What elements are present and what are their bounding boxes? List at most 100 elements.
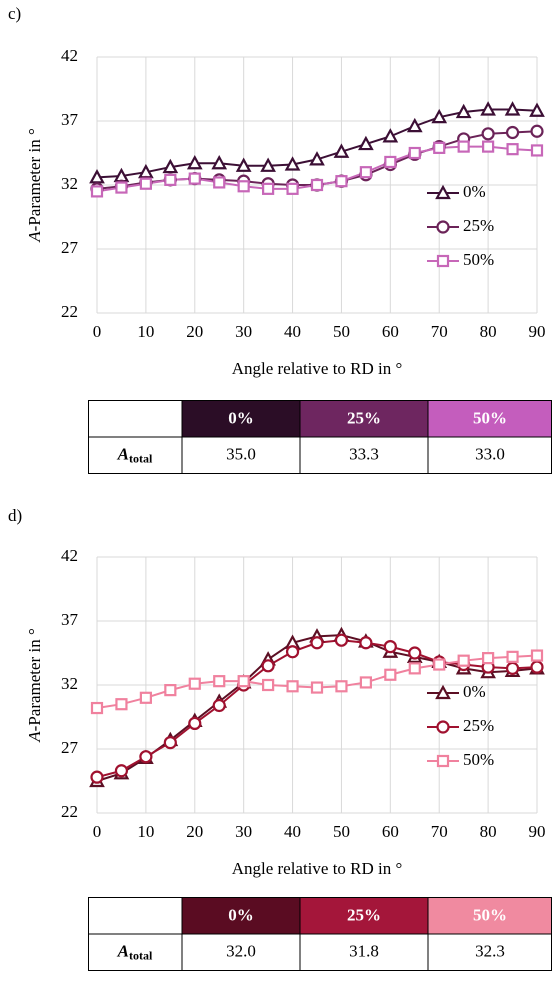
legend-label: 25% [463, 716, 494, 735]
marker [188, 716, 202, 731]
legend-marker [435, 684, 451, 700]
row-label-main: A [117, 941, 129, 960]
table-row-label: Atotal [117, 941, 153, 962]
legend-label: 0% [463, 182, 486, 201]
table-header: 25% [347, 905, 381, 924]
marker [115, 698, 128, 711]
marker [482, 140, 495, 153]
table-header-cell [300, 897, 428, 934]
row-label-sub: total [129, 451, 153, 465]
marker [482, 652, 495, 665]
y-axis-label-text: -Parameter in ° [25, 128, 44, 231]
y-axis-label: A-Parameter in ° [25, 128, 44, 242]
marker [310, 178, 324, 192]
table-header: 0% [228, 408, 254, 427]
marker [113, 167, 130, 183]
marker [529, 102, 545, 117]
x-tick-label: 50 [333, 822, 350, 841]
marker [310, 636, 324, 650]
x-tick-label: 20 [186, 822, 203, 841]
marker [262, 678, 275, 692]
marker [213, 675, 226, 688]
x-tick-label: 70 [431, 322, 448, 341]
table-header-cell [300, 400, 428, 437]
marker [384, 668, 397, 681]
y-tick-label: 32 [61, 674, 78, 693]
x-tick-label: 80 [480, 822, 497, 841]
x-tick-label: 70 [431, 822, 448, 841]
marker [286, 182, 299, 195]
marker [188, 172, 201, 185]
legend-marker [435, 184, 451, 200]
marker [457, 654, 470, 667]
x-tick-label: 80 [480, 322, 497, 341]
y-tick-label: 27 [61, 738, 79, 757]
table-header-cell [182, 400, 300, 437]
marker [504, 101, 521, 116]
table-header: 0% [228, 905, 254, 924]
marker [211, 154, 228, 170]
legend-marker [436, 254, 450, 268]
marker [505, 661, 520, 675]
marker [359, 636, 373, 650]
marker [358, 135, 374, 151]
marker [530, 144, 544, 157]
marker [163, 735, 177, 750]
y-tick-label: 22 [61, 302, 78, 321]
marker [455, 103, 472, 119]
table-header: 25% [347, 408, 381, 427]
x-tick-label: 90 [529, 822, 546, 841]
marker [237, 675, 250, 688]
marker [90, 770, 104, 784]
marker [115, 181, 128, 194]
table-header: 50% [473, 905, 507, 924]
table-row-label: Atotal [117, 444, 153, 465]
marker [186, 154, 203, 170]
marker [235, 157, 252, 172]
marker [139, 691, 152, 704]
x-tick-label: 30 [235, 822, 252, 841]
marker [530, 649, 544, 662]
marker [433, 658, 446, 671]
marker [139, 177, 152, 190]
x-tick-label: 50 [333, 322, 350, 341]
marker [506, 650, 519, 663]
marker [90, 701, 104, 715]
x-tick-label: 10 [137, 322, 154, 341]
marker [188, 677, 201, 690]
legend-label: 0% [463, 682, 486, 701]
marker [457, 140, 470, 153]
series-line [96, 108, 538, 179]
marker [309, 151, 325, 166]
marker [408, 646, 422, 660]
x-tick-label: 0 [93, 322, 102, 341]
y-axis-label-text: -Parameter in ° [25, 628, 44, 731]
table-header-cell [428, 897, 552, 934]
marker [262, 182, 275, 195]
marker [359, 166, 372, 179]
legend-marker [436, 220, 450, 234]
x-tick-label: 10 [137, 822, 154, 841]
table-value: 33.3 [349, 444, 379, 463]
y-tick-label: 22 [61, 802, 78, 821]
marker [138, 163, 154, 179]
marker [90, 185, 104, 198]
marker [237, 180, 250, 193]
x-axis-label: Angle relative to RD in ° [232, 359, 403, 378]
marker [213, 176, 226, 189]
marker [286, 680, 299, 693]
x-tick-label: 0 [93, 822, 102, 841]
marker [408, 146, 421, 160]
marker [384, 155, 397, 169]
marker [530, 124, 544, 138]
marker [89, 169, 105, 184]
table-value: 35.0 [226, 444, 256, 463]
marker [382, 128, 399, 143]
marker [431, 108, 448, 124]
marker [481, 127, 495, 141]
marker [480, 101, 496, 116]
marker [506, 143, 519, 156]
y-tick-label: 32 [61, 174, 78, 193]
y-tick-label: 42 [61, 546, 78, 565]
